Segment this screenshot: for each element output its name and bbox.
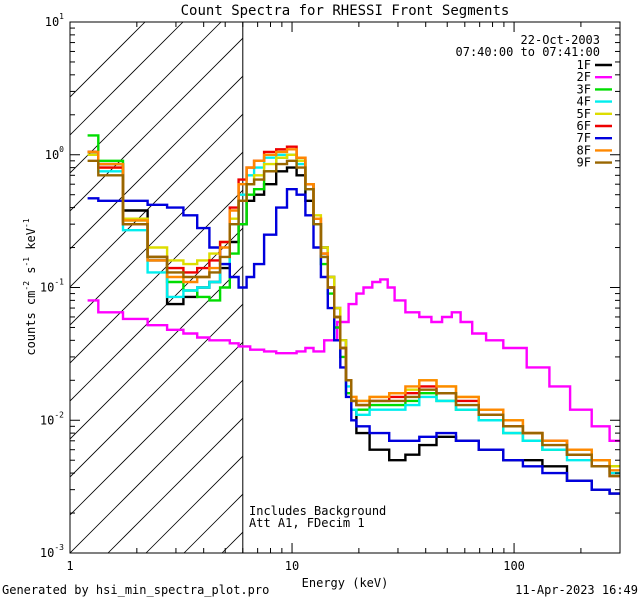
hatch-line <box>70 379 243 553</box>
hatch-line <box>107 417 243 553</box>
hatch-line <box>70 37 243 212</box>
hatch-line <box>336 0 640 553</box>
y-tick-label: 10-3 <box>40 543 64 560</box>
y-tick-label: 10-2 <box>40 410 64 427</box>
legend-date: 22-Oct-2003 <box>521 33 600 47</box>
footer-generated-by: Generated by hsi_min_spectra_plot.pro <box>2 583 269 597</box>
hatch-line <box>70 22 222 174</box>
legend: 22-Oct-2003 07:40:00 to 07:41:00 1F2F3F4… <box>456 33 612 170</box>
y-label-exp2: -1 <box>22 257 31 267</box>
x-axis-label: Energy (keV) <box>302 576 389 590</box>
legend-time-range: 07:40:00 to 07:41:00 <box>456 45 601 59</box>
y-label-base: counts cm <box>24 291 38 356</box>
legend-label-3F: 3F <box>577 82 591 96</box>
x-tick-label: 100 <box>503 559 525 573</box>
hatch-line <box>70 303 243 478</box>
y-label-exp1: -2 <box>22 281 31 291</box>
hatch-line <box>602 0 640 553</box>
x-axis: 1 10 100 <box>66 22 621 573</box>
hatch-line <box>70 341 243 516</box>
y-axis: 10-3 10-2 10-1 100 101 <box>40 12 620 560</box>
annotation-attenuator: Att A1, FDecim 1 <box>249 516 365 530</box>
hatch-line <box>564 0 640 553</box>
legend-label-2F: 2F <box>577 70 591 84</box>
hatch-line <box>70 151 243 326</box>
hatch-line <box>70 113 243 288</box>
series-line-4F <box>87 153 620 475</box>
y-axis-label: counts cm-2 s-1 keV-1 <box>22 218 38 355</box>
series-line-2F <box>87 278 620 442</box>
hatch-line <box>145 455 243 553</box>
hatch-line <box>374 0 640 553</box>
hatch-line <box>412 0 640 553</box>
hatch-line <box>70 75 243 250</box>
series-line-8F <box>87 148 620 472</box>
legend-label-6F: 6F <box>577 119 591 133</box>
legend-label-9F: 9F <box>577 156 591 170</box>
y-label-mid: s <box>24 267 38 281</box>
legend-label-4F: 4F <box>577 95 591 109</box>
x-tick-label: 10 <box>285 559 299 573</box>
y-tick-label: 101 <box>45 12 64 29</box>
legend-label-8F: 8F <box>577 143 591 157</box>
series-line-9F <box>87 159 620 478</box>
y-label-mid2: keV <box>24 228 38 257</box>
legend-label-1F: 1F <box>577 58 591 72</box>
y-tick-label: 100 <box>45 145 64 162</box>
annotation-background: Includes Background <box>249 504 386 518</box>
x-tick-label: 1 <box>66 559 73 573</box>
hatch-line <box>70 22 146 98</box>
y-label-exp3: -1 <box>22 218 31 228</box>
legend-label-7F: 7F <box>577 131 591 145</box>
plot-frame <box>69 21 621 554</box>
legend-label-5F: 5F <box>577 107 591 121</box>
chart-title: Count Spectra for RHESSI Front Segments <box>181 3 510 19</box>
hatch-line <box>70 265 243 440</box>
series-line-7F <box>87 188 620 495</box>
series-layer <box>87 134 620 495</box>
series-line-6F <box>87 145 620 478</box>
y-tick-label: 10-1 <box>40 278 64 295</box>
footer-timestamp: 11-Apr-2023 16:49 <box>515 583 638 597</box>
hatch-line <box>70 22 184 136</box>
